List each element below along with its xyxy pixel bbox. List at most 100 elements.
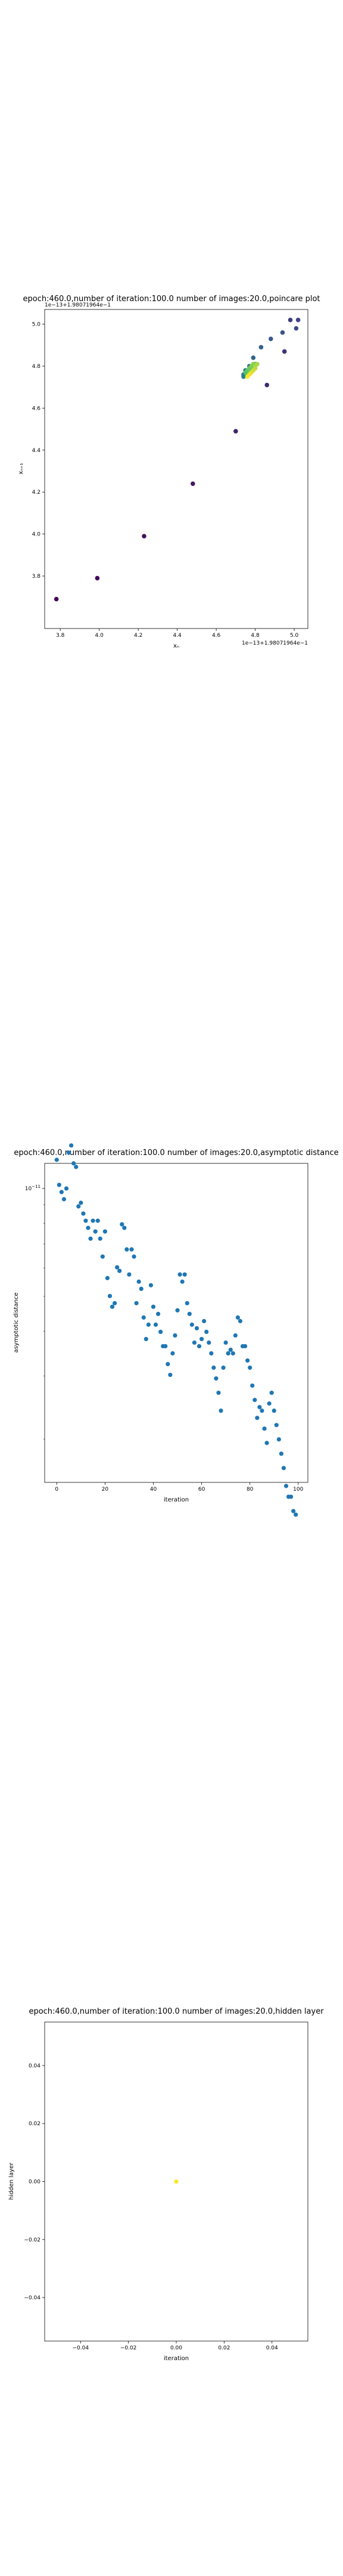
data-point xyxy=(124,1247,129,1252)
data-point xyxy=(291,1509,295,1513)
data-point xyxy=(211,1366,216,1370)
data-point xyxy=(280,330,285,335)
data-point xyxy=(277,1437,281,1441)
data-point xyxy=(83,1219,88,1223)
y-tick-label: −0.04 xyxy=(24,2295,40,2301)
data-point xyxy=(214,1376,218,1380)
x-tick-label: 4.0 xyxy=(95,633,104,639)
data-point xyxy=(252,1398,257,1402)
data-point xyxy=(120,1222,124,1227)
y-tick-label: 4.4 xyxy=(32,448,41,454)
chart-title: epoch:460.0,number of iteration:100.0 nu… xyxy=(29,2007,324,2016)
data-point xyxy=(156,1312,160,1316)
data-point xyxy=(185,1301,189,1305)
y-axis-label: xₙ₊₁ xyxy=(18,463,24,474)
data-point xyxy=(294,1513,298,1517)
data-point xyxy=(199,1337,204,1341)
x-axis-label: xₙ xyxy=(173,643,179,649)
data-point xyxy=(192,1340,197,1345)
data-point xyxy=(110,1305,114,1309)
y-axis-label: asymptotic distance xyxy=(13,1292,20,1352)
x-tick-label: 0 xyxy=(55,1487,58,1493)
data-point xyxy=(108,1294,112,1298)
data-point xyxy=(180,1280,185,1284)
data-point xyxy=(275,1423,279,1427)
data-point xyxy=(248,1366,252,1370)
data-point xyxy=(174,2179,178,2184)
hidden-layer-figure: epoch:460.0,number of iteration:100.0 nu… xyxy=(0,1717,343,2576)
data-point xyxy=(236,1315,240,1320)
data-point xyxy=(170,1351,174,1355)
y-tick-label: 4.6 xyxy=(32,405,41,411)
data-point xyxy=(245,374,250,379)
data-point xyxy=(259,345,264,350)
data-point xyxy=(69,1143,73,1147)
data-point xyxy=(137,1280,141,1284)
data-point xyxy=(209,1351,213,1355)
x-tick-label: 4.8 xyxy=(251,633,260,639)
x-tick-label: −0.02 xyxy=(120,2345,137,2351)
data-point xyxy=(197,1344,201,1348)
data-point xyxy=(64,1186,68,1190)
data-point xyxy=(86,1226,90,1230)
y-tick-label: 10−11 xyxy=(25,1184,40,1192)
y-tick-label: 0.04 xyxy=(29,2063,40,2069)
data-point xyxy=(74,1165,78,1169)
data-point xyxy=(134,1301,138,1305)
chart-title: epoch:460.0,number of iteration:100.0 nu… xyxy=(14,1148,338,1157)
poincare-plot-figure: epoch:460.0,number of iteration:100.0 nu… xyxy=(0,0,343,859)
data-point xyxy=(117,1269,121,1273)
x-tick-label: 0.04 xyxy=(266,2345,278,2351)
data-point xyxy=(288,318,293,323)
data-point xyxy=(264,383,269,388)
data-point xyxy=(91,1219,95,1223)
data-point xyxy=(229,1348,233,1352)
data-point xyxy=(62,1197,66,1202)
data-point xyxy=(79,1201,83,1205)
data-point xyxy=(257,1405,261,1409)
x-tick-label: 4.2 xyxy=(134,633,142,639)
data-point xyxy=(269,336,273,341)
data-point xyxy=(195,1326,199,1330)
data-point xyxy=(204,1330,208,1334)
poincare-plot: epoch:460.0,number of iteration:100.0 nu… xyxy=(0,0,343,859)
data-point xyxy=(226,1351,230,1355)
x-tick-label: 20 xyxy=(102,1487,109,1493)
data-point xyxy=(255,362,260,367)
data-point xyxy=(158,1330,163,1334)
data-point xyxy=(81,1212,85,1216)
data-point xyxy=(113,1301,117,1305)
data-point xyxy=(190,1323,194,1327)
x-tick-label: 5.0 xyxy=(290,633,299,639)
data-point xyxy=(105,1276,110,1280)
data-point xyxy=(127,1272,131,1277)
x-axis-label: iteration xyxy=(164,1497,189,1503)
x-tick-label: 80 xyxy=(247,1487,254,1493)
data-point xyxy=(177,1272,182,1277)
x-tick-label: 4.6 xyxy=(212,633,221,639)
x-tick-label: 0.02 xyxy=(218,2345,230,2351)
data-point xyxy=(296,318,301,323)
data-point xyxy=(279,1451,283,1456)
y-tick-label: 3.8 xyxy=(32,574,41,580)
data-point xyxy=(98,1237,102,1241)
data-point xyxy=(60,1190,64,1194)
data-point xyxy=(231,1351,235,1355)
data-point xyxy=(289,1494,293,1498)
plot-frame xyxy=(45,309,308,628)
hidden-layer-plot: epoch:460.0,number of iteration:100.0 nu… xyxy=(0,1717,343,2576)
data-point xyxy=(149,1283,153,1287)
data-point xyxy=(142,1315,146,1320)
data-point xyxy=(191,481,195,486)
x-offset-text: 1e−13+1.98071964e−1 xyxy=(242,640,308,646)
data-point xyxy=(173,1333,177,1337)
data-point xyxy=(251,355,256,360)
data-point xyxy=(54,597,59,602)
data-point xyxy=(146,1323,151,1327)
data-point xyxy=(166,1362,170,1366)
y-tick-label: 5.0 xyxy=(32,322,41,328)
data-point xyxy=(255,1416,259,1420)
data-point xyxy=(132,1255,136,1259)
data-point xyxy=(142,534,146,538)
asymptotic-distance-figure: epoch:460.0,number of iteration:100.0 nu… xyxy=(0,859,343,1717)
